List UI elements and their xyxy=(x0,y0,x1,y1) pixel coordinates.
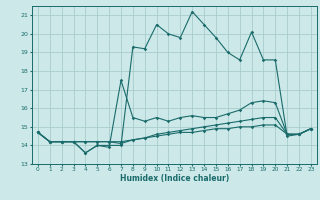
X-axis label: Humidex (Indice chaleur): Humidex (Indice chaleur) xyxy=(120,174,229,183)
